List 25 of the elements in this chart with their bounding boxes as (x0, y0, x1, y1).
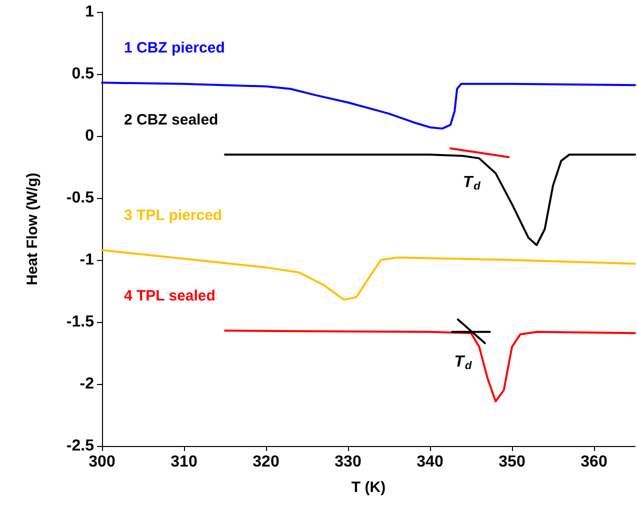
series-label: 1 CBZ pierced (124, 40, 225, 57)
y-tick-label: -2.5 (66, 438, 94, 454)
x-tick-label: 330 (334, 454, 362, 470)
y-tick-label: 0.5 (72, 66, 94, 82)
x-tick-label: 350 (498, 454, 526, 470)
y-tick-label: -0.5 (66, 190, 94, 206)
series-label: 2 CBZ sealed (124, 112, 218, 129)
x-tick-label: 300 (88, 454, 116, 470)
x-axis-title: T (K) (351, 479, 386, 496)
line-series (224, 330, 636, 402)
line-series (101, 249, 636, 301)
x-tick-label: 340 (416, 454, 444, 470)
y-tick-label: -2 (80, 376, 94, 392)
line-series (224, 154, 636, 246)
line-series (101, 82, 636, 130)
y-tick-label: 0 (85, 128, 94, 144)
y-tick-label: 1 (85, 4, 94, 20)
series-label: 4 TPL sealed (124, 288, 216, 305)
x-tick-label: 360 (580, 454, 608, 470)
y-axis-title: Heat Flow (W/g) (24, 172, 41, 286)
x-tick-label: 310 (170, 454, 198, 470)
y-tick-label: -1 (80, 252, 94, 268)
series-label: 3 TPL pierced (124, 207, 222, 224)
x-tick-label: 320 (252, 454, 280, 470)
y-tick-label: -1.5 (66, 314, 94, 330)
